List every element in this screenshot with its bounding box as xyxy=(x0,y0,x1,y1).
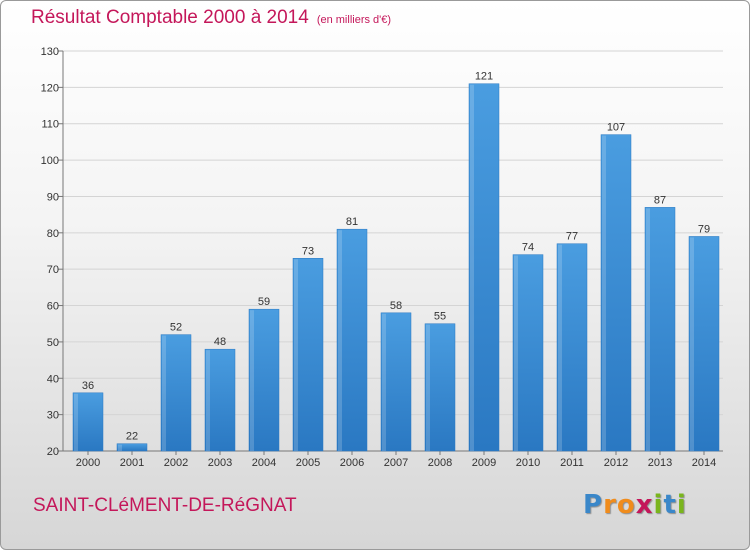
y-tick-label: 40 xyxy=(47,373,59,385)
bar-2000 xyxy=(72,392,104,452)
x-tick-label: 2014 xyxy=(692,457,716,469)
x-tick-label: 2002 xyxy=(164,457,188,469)
x-tick-label: 2010 xyxy=(516,457,540,469)
chart-title: Résultat Comptable 2000 à 2014 xyxy=(31,7,309,28)
x-tick-label: 2001 xyxy=(120,457,144,469)
bar-highlight xyxy=(338,230,342,451)
x-tick-label: 2013 xyxy=(648,457,672,469)
bar-2005 xyxy=(292,258,324,452)
commune-name: SAINT-CLéMENT-DE-RéGNAT xyxy=(33,495,297,516)
bar-2006 xyxy=(336,228,368,452)
logo-letter: r xyxy=(603,490,617,520)
y-tick-label: 60 xyxy=(47,301,59,313)
value-label: 58 xyxy=(390,300,402,312)
bar-2002 xyxy=(160,334,192,452)
bar-highlight xyxy=(558,244,562,451)
value-label: 74 xyxy=(522,242,534,254)
chart-title-block: Résultat Comptable 2000 à 2014 (en millie… xyxy=(31,7,391,29)
y-tick-label: 70 xyxy=(47,264,59,276)
value-label: 87 xyxy=(654,194,666,206)
proxiti-logo: Proxiti xyxy=(583,490,687,520)
y-tick-label: 120 xyxy=(41,82,59,94)
bar-2007 xyxy=(380,312,412,452)
value-label: 59 xyxy=(258,296,270,308)
value-label: 77 xyxy=(566,231,578,243)
bar-2012 xyxy=(600,134,632,452)
bar-2010 xyxy=(512,254,544,452)
x-tick-label: 2000 xyxy=(76,457,100,469)
bar-highlight xyxy=(646,208,650,451)
value-label: 121 xyxy=(475,71,493,83)
value-label: 22 xyxy=(126,431,138,443)
bar-2014 xyxy=(688,236,720,452)
bar-2008 xyxy=(424,323,456,452)
x-tick-label: 2006 xyxy=(340,457,364,469)
bar-highlight xyxy=(118,444,122,451)
logo-letter: P xyxy=(583,490,604,520)
bar-highlight xyxy=(426,324,430,451)
bar-highlight xyxy=(602,135,606,452)
bar-highlight xyxy=(690,237,694,451)
x-tick-label: 2009 xyxy=(472,457,496,469)
logo-letter: t xyxy=(663,490,677,520)
x-tick-label: 2011 xyxy=(560,457,584,469)
value-label: 107 xyxy=(607,122,625,134)
axes: 20 30 40 50 60 70 80 90 100 110 120 130 2000 2001 2002… xyxy=(41,46,723,469)
y-tick-label: 90 xyxy=(47,191,59,203)
bar-2003 xyxy=(204,348,236,452)
bar-highlight xyxy=(294,259,298,451)
value-label: 48 xyxy=(214,336,226,348)
y-tick-label: 50 xyxy=(47,337,59,349)
logo-letter: i xyxy=(653,490,664,520)
y-tick-label: 130 xyxy=(41,46,59,58)
bar-highlight xyxy=(74,393,78,451)
logo-letter: x xyxy=(635,490,654,520)
x-tick-label: 2005 xyxy=(296,457,320,469)
value-label: 81 xyxy=(346,216,358,228)
x-tick-label: 2007 xyxy=(384,457,408,469)
bar-highlight xyxy=(514,255,518,451)
bar-2013 xyxy=(644,207,676,452)
bar-highlight xyxy=(470,84,474,452)
y-tick-label: 30 xyxy=(47,410,59,422)
logo-letter: o xyxy=(616,490,636,520)
y-tick-label: 80 xyxy=(47,228,59,240)
value-label: 52 xyxy=(170,322,182,334)
x-tick-label: 2012 xyxy=(604,457,628,469)
data-labels: 36 22 52 48 59 73 81 58 55 121 74 77 107 87 79 xyxy=(82,71,710,443)
logo-letter: i xyxy=(676,490,687,520)
bars xyxy=(72,83,720,452)
x-tick-label: 2008 xyxy=(428,457,452,469)
bar-2009 xyxy=(468,83,500,452)
bar-highlight xyxy=(250,310,254,451)
bar-2001 xyxy=(116,443,148,452)
x-tick-label: 2003 xyxy=(208,457,232,469)
value-label: 55 xyxy=(434,311,446,323)
x-tick-label: 2004 xyxy=(252,457,276,469)
y-tick-label: 100 xyxy=(41,155,59,167)
chart-subtitle: (en milliers d'€) xyxy=(316,14,392,26)
value-label: 73 xyxy=(302,245,314,257)
bar-highlight xyxy=(162,335,166,451)
value-label: 36 xyxy=(82,380,94,392)
y-tick-label: 110 xyxy=(41,119,59,131)
value-label: 79 xyxy=(698,223,710,235)
y-tick-label: 20 xyxy=(47,446,59,458)
bar-2011 xyxy=(556,243,588,452)
bar-highlight xyxy=(382,313,386,451)
bar-2004 xyxy=(248,308,280,452)
bar-highlight xyxy=(206,350,210,451)
